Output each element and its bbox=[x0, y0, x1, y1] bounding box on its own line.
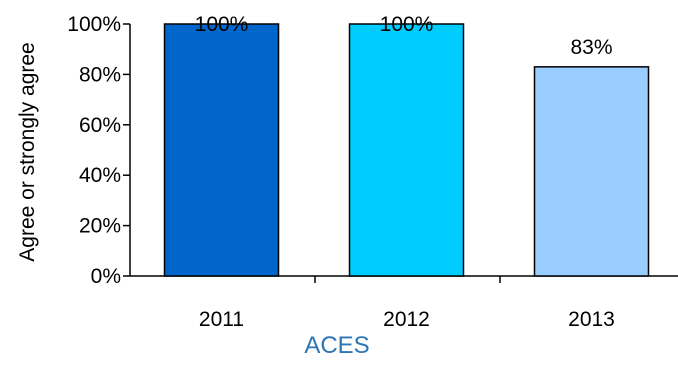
y-tick-label: 60% bbox=[79, 114, 121, 137]
y-tick-label: 80% bbox=[79, 63, 121, 86]
y-axis-title: Agree or strongly agree bbox=[16, 42, 39, 261]
data-label-2011: 100% bbox=[195, 13, 249, 36]
x-tick-label-2011: 2011 bbox=[199, 308, 244, 331]
bars bbox=[163, 23, 650, 277]
y-tick-label: 20% bbox=[79, 215, 121, 238]
x-tick-label-2013: 2013 bbox=[568, 308, 615, 331]
y-tick-label: 40% bbox=[79, 164, 121, 187]
y-tick-label: 100% bbox=[67, 13, 121, 36]
data-labels: 100% 100% 83% bbox=[195, 13, 613, 59]
y-tick-labels: 0% 20% 40% 60% 80% 100% bbox=[67, 13, 121, 288]
chart-footer-title: ACES bbox=[304, 332, 369, 359]
data-label-2012: 100% bbox=[380, 13, 434, 36]
bar-2012 bbox=[348, 23, 465, 277]
data-label-2013: 83% bbox=[570, 36, 612, 59]
x-tick-labels: 2011 2012 2013 bbox=[199, 308, 615, 331]
y-tick-label: 0% bbox=[91, 265, 121, 288]
bar-2011 bbox=[163, 23, 280, 277]
x-tick-label-2012: 2012 bbox=[383, 308, 430, 331]
bar-2013 bbox=[533, 66, 650, 277]
